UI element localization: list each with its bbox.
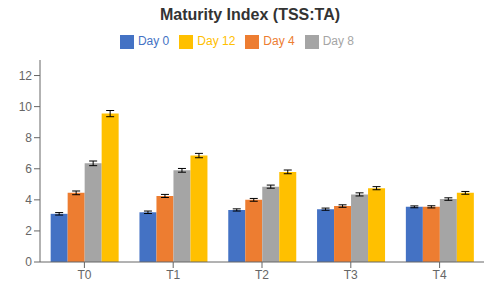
svg-text:6: 6 [25, 162, 32, 176]
html-text:Day 4: Day 4 [263, 34, 295, 48]
svg-text:10: 10 [19, 100, 33, 114]
svg-text:T2: T2 [255, 268, 269, 282]
svg-text:0: 0 [25, 255, 32, 269]
svg-text:8: 8 [25, 131, 32, 145]
svg-text:12: 12 [19, 69, 33, 83]
svg-text:T4: T4 [433, 268, 447, 282]
svg-text:T3: T3 [344, 268, 358, 282]
html-text:Day 8: Day 8 [322, 34, 354, 48]
html-text:Day 0: Day 0 [137, 34, 170, 48]
svg-text:4: 4 [25, 193, 32, 207]
svg-text:T0: T0 [77, 268, 91, 282]
html-text:Day 12: Day 12 [197, 34, 236, 48]
svg-text:2: 2 [25, 224, 32, 238]
svg-text:T1: T1 [166, 268, 180, 282]
html-text:Maturity Index (TSS:TA): Maturity Index (TSS:TA) [159, 6, 341, 23]
